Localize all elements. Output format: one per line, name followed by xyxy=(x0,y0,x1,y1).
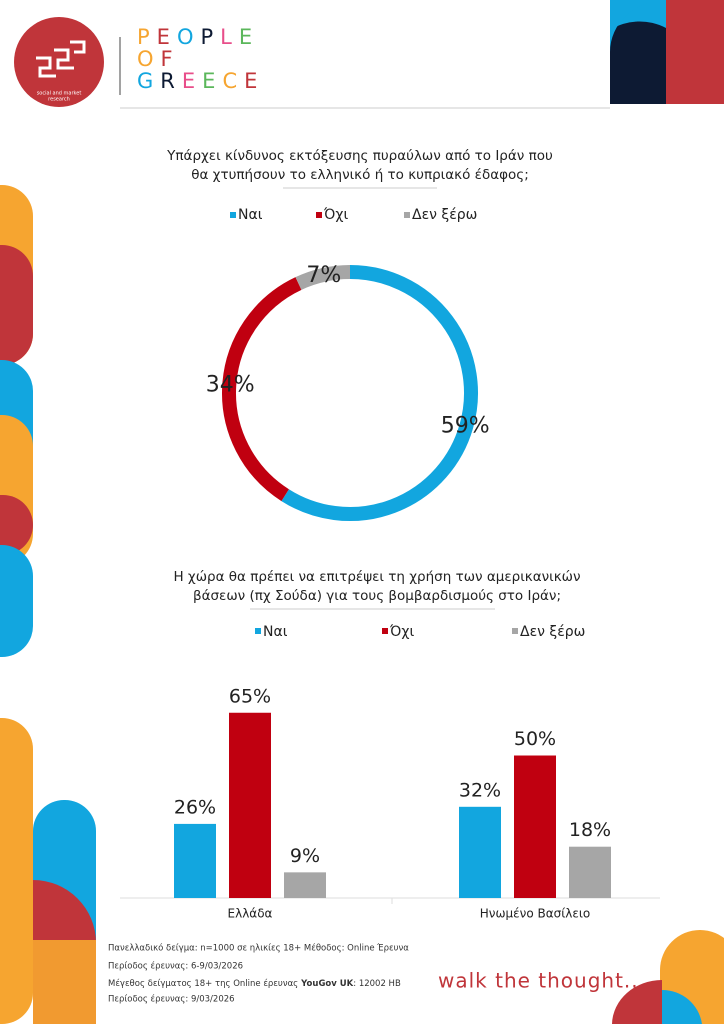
value-label: 18% xyxy=(569,819,611,841)
legend-label: Δεν ξέρω xyxy=(412,207,477,223)
x-tick-label: Ελλάδα xyxy=(228,907,273,921)
x-tick-label: Ηνωμένο Βασίλειο xyxy=(480,907,591,921)
bar xyxy=(229,712,271,898)
legend-label: Όχι xyxy=(389,624,414,640)
value-label: 7% xyxy=(306,263,341,288)
logo-icon xyxy=(36,40,86,78)
bar xyxy=(284,872,326,898)
value-label: 34% xyxy=(206,372,255,397)
value-label: 59% xyxy=(441,413,490,438)
bar xyxy=(174,823,216,898)
legend-swatch xyxy=(255,628,261,634)
brand: PEOPLE xyxy=(137,25,259,49)
footer-part: Μέγεθος δείγματος 18+ της Online έρευνας xyxy=(108,978,298,989)
legend-swatch xyxy=(230,212,236,218)
brand: GREECE xyxy=(137,69,264,93)
legend-swatch xyxy=(316,212,322,218)
legend-label: Όχι xyxy=(323,207,348,223)
legend-label: Ναι xyxy=(263,624,288,640)
chart-title: Η χώρα θα πρέπει να επιτρέψει τη χρήση τ… xyxy=(173,569,580,585)
footer-note: Πανελλαδικό δείγμα: n=1000 σε ηλικίες 18… xyxy=(108,943,409,954)
footer-part: YouGov UK xyxy=(300,979,353,989)
brand: OF xyxy=(137,47,180,71)
value-label: 26% xyxy=(174,796,216,818)
chart-title: θα χτυπήσουν το ελληνικό ή το κυπριακό έ… xyxy=(191,167,529,183)
tagline: walk the thought... xyxy=(438,969,646,993)
chart-title: βάσεων (πχ Σούδα) για τους βομβαρδισμούς… xyxy=(193,588,561,604)
footer-note: Περίοδος έρευνας: 9/03/2026 xyxy=(108,994,235,1005)
donut-segment xyxy=(222,277,302,502)
bar xyxy=(569,846,611,898)
bar xyxy=(514,755,556,898)
legend-swatch xyxy=(512,628,518,634)
bar xyxy=(459,806,501,898)
donut-segment xyxy=(295,265,351,290)
footer-note: Μέγεθος δείγματος 18+ της Online έρευνας… xyxy=(108,978,401,989)
chart-title: Υπάρχει κίνδυνος εκτόξευσης πυραύλων από… xyxy=(166,148,553,164)
legend-swatch xyxy=(404,212,410,218)
logo-text: research xyxy=(48,97,70,103)
legend-label: Δεν ξέρω xyxy=(520,624,585,640)
value-label: 9% xyxy=(290,845,320,867)
legend-swatch xyxy=(382,628,388,634)
value-label: 65% xyxy=(229,685,271,707)
legend-label: Ναι xyxy=(238,207,263,223)
value-label: 50% xyxy=(514,728,556,750)
footer-note: Περίοδος έρευνας: 6-9/03/2026 xyxy=(108,961,243,972)
logo-text: social and market xyxy=(37,91,82,97)
donut-segment xyxy=(281,265,478,521)
value-label: 32% xyxy=(459,779,501,801)
footer-part: : 12002 HB xyxy=(353,979,401,989)
